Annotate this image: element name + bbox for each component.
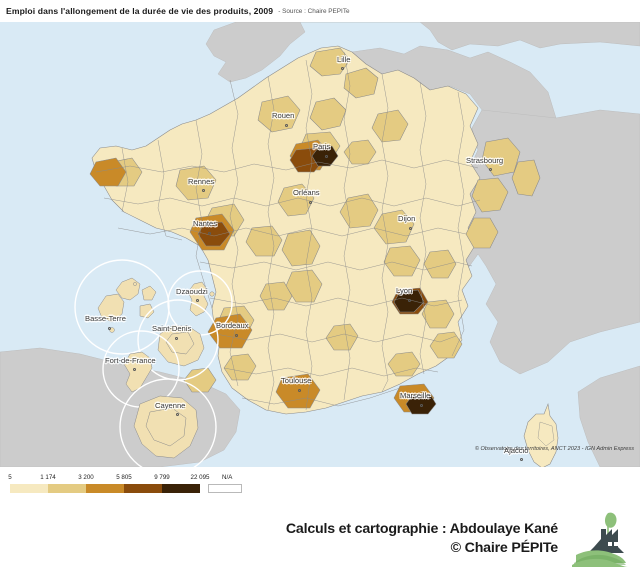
legend-na-label: N/A (222, 474, 233, 481)
city-dot-rouen (285, 124, 288, 127)
legend-swatch-row (10, 484, 242, 493)
legend-swatch-3 (124, 484, 162, 493)
credits-text: Calculs et cartographie : Abdoulaye Kané… (286, 520, 558, 557)
city-dot-toulouse (298, 389, 301, 392)
france-departments (89, 45, 541, 415)
credits-block: Calculs et cartographie : Abdoulaye Kané… (0, 500, 640, 578)
legend-tick-5: 22 095 (190, 474, 210, 481)
city-dot-lille (341, 67, 344, 70)
city-dot-strasbourg (489, 168, 492, 171)
legend-swatch-1 (48, 484, 86, 493)
city-dot-nantes (208, 232, 211, 235)
city-dot-basse-terre (108, 327, 111, 330)
inset-guadeloupe (74, 259, 170, 355)
chaire-pepite-logo (572, 512, 628, 567)
city-dot-ajaccio (520, 458, 523, 461)
city-dot-cayenne (176, 413, 179, 416)
legend-tick-row: 5 1 174 3 200 5 805 9 799 22 095 (0, 474, 260, 484)
legend-tick-4: 9 799 (154, 474, 170, 481)
city-dot-marseille (420, 404, 423, 407)
legend-swatch-na (208, 484, 242, 493)
inset-guyane (119, 378, 217, 467)
city-dot-lyon (408, 299, 411, 302)
credits-line-1: Calculs et cartographie : Abdoulaye Kané (285, 521, 558, 538)
city-dot-dijon (409, 227, 412, 230)
city-dot-paris (325, 155, 328, 158)
legend-tick-2: 3 200 (78, 474, 94, 481)
legend-tick-0: 5 (8, 474, 12, 481)
page-title: Emploi dans l'allongement de la durée de… (6, 6, 274, 16)
legend-swatch-4 (162, 484, 200, 493)
city-dot-bordeaux (235, 334, 238, 337)
city-dot-saint-denis (175, 337, 178, 340)
credits-line-2: © Chaire PÉPITe (450, 540, 559, 556)
legend-tick-3: 5 805 (116, 474, 132, 481)
city-dot-rennes (202, 189, 205, 192)
legend-swatch-2 (86, 484, 124, 493)
legend-tick-1: 1 174 (40, 474, 56, 481)
city-dot-orleans (309, 201, 312, 204)
legend-swatch-0 (10, 484, 48, 493)
corsica (523, 402, 559, 467)
map-legend: 5 1 174 3 200 5 805 9 799 22 095 N/A (0, 470, 640, 498)
city-dot-dzaoudzi (196, 299, 199, 302)
map-attribution: © Observatoire des territoires, ANCT 202… (474, 446, 634, 452)
city-dot-fort-de-france (133, 368, 136, 371)
title-bar: Emploi dans l'allongement de la durée de… (0, 0, 640, 22)
map-geometry (0, 22, 640, 467)
title-source-note: - Source : Chaire PEPITe (278, 7, 350, 15)
choropleth-map[interactable]: Lille Rouen Paris Strasbourg Rennes Orlé… (0, 22, 640, 467)
